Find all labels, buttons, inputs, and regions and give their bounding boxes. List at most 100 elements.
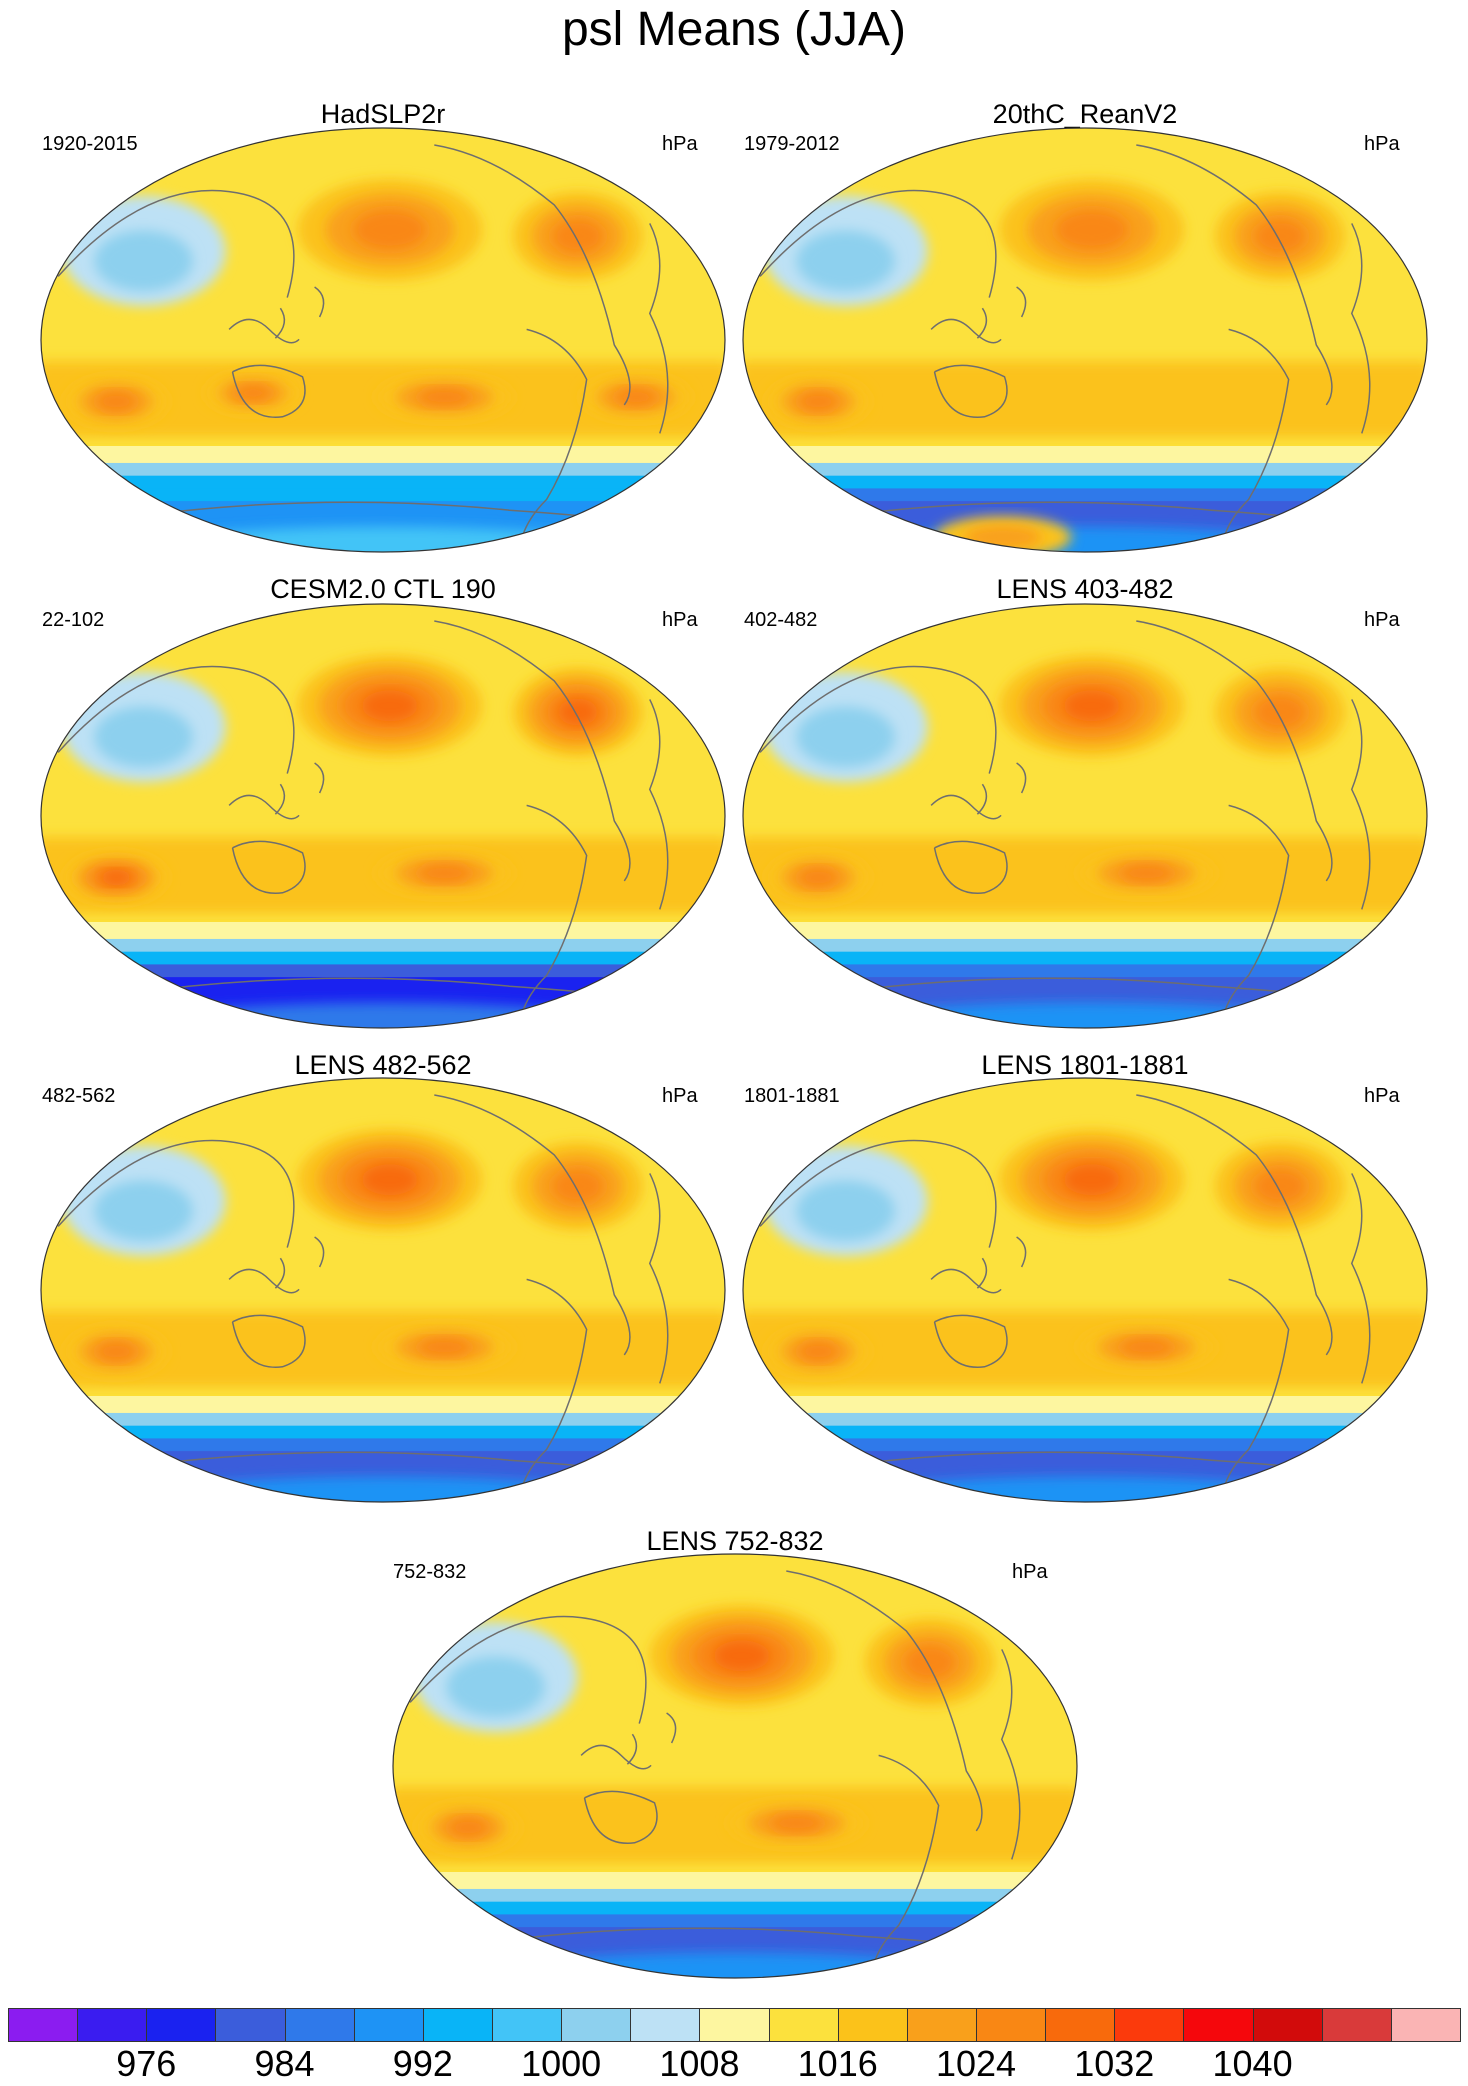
colorbar-swatch xyxy=(906,2008,977,2042)
high-pressure-contour xyxy=(448,1817,489,1838)
panel-title: CESM2.0 CTL 190 xyxy=(270,574,496,604)
panel-units-label: hPa xyxy=(1012,1561,1048,1583)
coastline xyxy=(231,1314,306,1368)
high-pressure-contour xyxy=(614,388,658,407)
low-pressure-core xyxy=(94,706,193,768)
high-pressure-contour xyxy=(96,391,137,412)
colorbar-tick-label: 1008 xyxy=(659,2043,740,2084)
map-border xyxy=(40,1077,726,1503)
high-pressure-contour xyxy=(904,1644,956,1680)
coastline xyxy=(274,762,325,815)
high-pressure-contour xyxy=(713,1640,770,1672)
panel-units-label: hPa xyxy=(1364,609,1400,631)
coastline xyxy=(1350,699,1371,910)
map-border xyxy=(742,1077,1428,1503)
colorbar-swatch xyxy=(630,2008,701,2042)
high-pressure-contour xyxy=(769,1814,824,1833)
low-pressure-core xyxy=(94,230,193,292)
colorbar-tick-label: 1024 xyxy=(935,2043,1017,2084)
coastline xyxy=(930,318,1002,344)
coastline xyxy=(57,1139,295,1248)
high-pressure-contour xyxy=(1254,1168,1306,1204)
panel-units-label: hPa xyxy=(662,133,698,155)
colorbar-tick-label: 1040 xyxy=(1212,2043,1293,2084)
coastline xyxy=(1222,1278,1290,1490)
coastline xyxy=(520,804,588,1016)
colorbar-swatch xyxy=(1114,2008,1185,2042)
panel-period-label: 1920-2015 xyxy=(42,133,138,155)
high-pressure-contour xyxy=(798,1341,839,1362)
coastline xyxy=(231,840,306,894)
map-panel xyxy=(742,127,1428,553)
coastline xyxy=(930,1268,1002,1294)
panel-title: LENS 482-562 xyxy=(294,1050,472,1080)
panel-title: 20thC_ReanV2 xyxy=(992,99,1178,129)
colorbar-swatch xyxy=(146,2008,217,2042)
coastline xyxy=(1136,620,1333,882)
high-pressure-contour xyxy=(552,1168,604,1204)
colorbar-swatch xyxy=(1045,2008,1116,2042)
colorbar-swatch xyxy=(976,2008,1047,2042)
colorbar-tick-label: 984 xyxy=(254,2043,315,2084)
colorbar-swatch xyxy=(492,2008,563,2042)
map-panel xyxy=(742,603,1428,1029)
coastline xyxy=(1222,328,1290,540)
coastline xyxy=(231,364,306,418)
coastline xyxy=(228,318,300,344)
high-pressure-contour xyxy=(100,869,132,886)
colorbar-swatch xyxy=(561,2008,632,2042)
coastline xyxy=(759,189,997,298)
high-pressure-contour xyxy=(1063,1164,1120,1196)
panel-period-label: 1979-2012 xyxy=(744,133,840,155)
colorbar-tick-label: 1032 xyxy=(1074,2043,1155,2084)
colorbar-swatch xyxy=(768,2008,839,2042)
coastline xyxy=(872,1754,940,1966)
colorbar-tick-label: 992 xyxy=(392,2043,453,2084)
panel-period-label: 402-482 xyxy=(744,609,818,631)
coastline xyxy=(976,286,1027,339)
coastline xyxy=(933,364,1008,418)
low-pressure-core xyxy=(796,230,895,292)
panel-units-label: hPa xyxy=(1364,133,1400,155)
colorbar-swatch xyxy=(1252,2008,1323,2042)
panel-title: LENS 403-482 xyxy=(996,574,1174,604)
figure-title: psl Means (JJA) xyxy=(561,3,907,56)
coastline xyxy=(648,223,669,434)
low-pressure-core xyxy=(446,1656,545,1718)
coastline xyxy=(434,1094,631,1356)
coastline xyxy=(759,665,997,774)
coastline xyxy=(228,794,300,820)
coastline xyxy=(930,794,1002,820)
high-pressure-contour xyxy=(1063,690,1120,722)
low-pressure-core xyxy=(796,1180,895,1242)
high-pressure-contour xyxy=(1254,694,1306,730)
coastline xyxy=(1222,804,1290,1016)
coastline xyxy=(580,1744,652,1770)
colorbar-swatch xyxy=(837,2008,908,2042)
high-pressure-contour xyxy=(798,867,839,888)
coastline xyxy=(57,189,295,298)
panel-period-label: 752-832 xyxy=(393,1561,467,1583)
map-border xyxy=(392,1553,1078,1979)
coastline xyxy=(434,144,631,406)
colorbar-tick-label: 1000 xyxy=(521,2043,602,2084)
coastline xyxy=(1136,1094,1333,1356)
coastline xyxy=(1000,1649,1021,1860)
colorbar-swatch xyxy=(215,2008,286,2042)
coastline xyxy=(1350,1173,1371,1384)
high-pressure-contour xyxy=(361,690,418,722)
map-panel xyxy=(392,1553,1078,1979)
coastline xyxy=(409,1615,647,1724)
low-pressure-core xyxy=(94,1180,193,1242)
coastline xyxy=(648,699,669,910)
colorbar-swatch xyxy=(353,2008,424,2042)
panel-title: LENS 1801-1881 xyxy=(981,1050,1189,1080)
high-pressure-contour xyxy=(1119,1338,1174,1357)
coastline xyxy=(626,1712,677,1765)
map-border xyxy=(742,127,1428,553)
coastline xyxy=(228,1268,300,1294)
coastline xyxy=(976,762,1027,815)
high-pressure-contour xyxy=(353,209,427,250)
high-pressure-contour xyxy=(417,388,472,407)
coastline xyxy=(648,1173,669,1384)
